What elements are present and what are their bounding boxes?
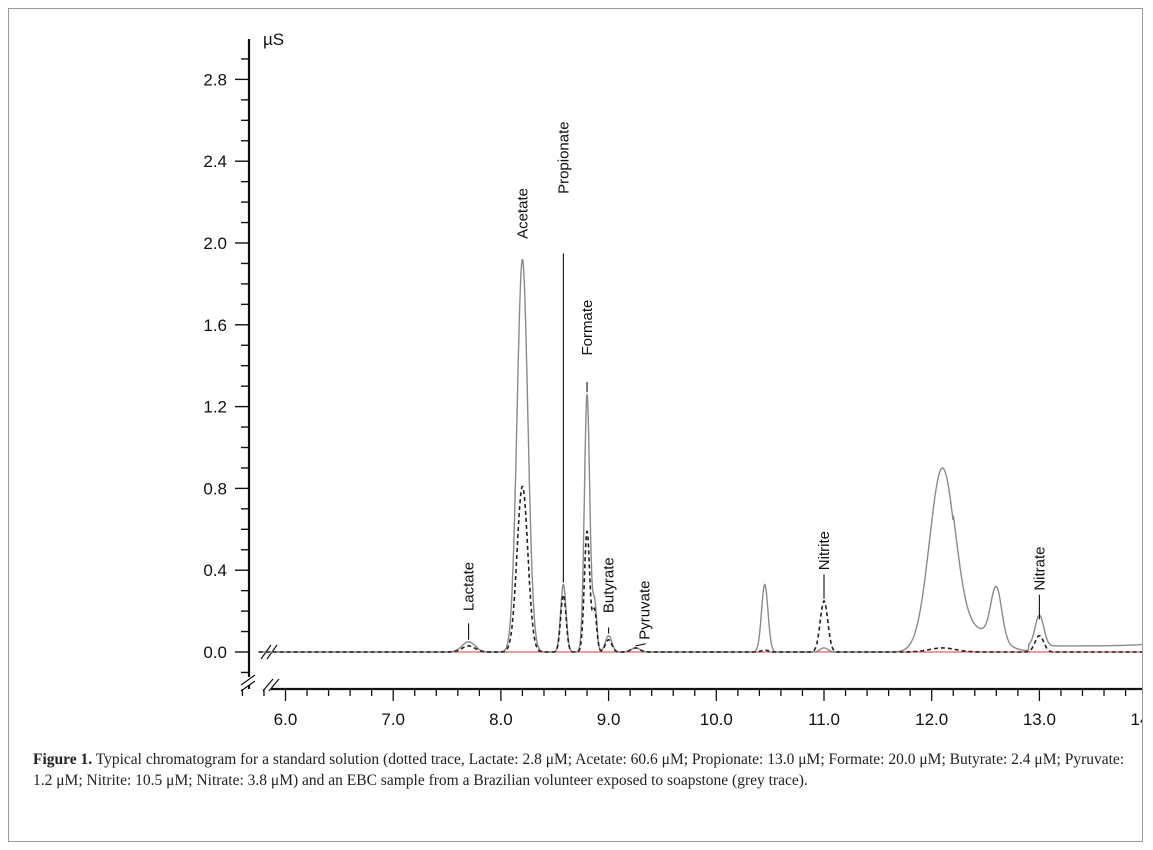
y-tick-label: 0.8 — [203, 479, 227, 498]
peak-label: Nitrite — [816, 531, 833, 570]
y-tick-label: 2.0 — [203, 234, 227, 253]
figure-frame: 0.0 0.4 0.8 1.2 1.6 2.0 2.4 2.8 6.0 7.0 8.0 9.0 10.0… — [8, 8, 1143, 842]
chromatogram-chart: 0.0 0.4 0.8 1.2 1.6 2.0 2.4 2.8 6.0 7.0 8.0 9.0 10.0… — [203, 30, 1142, 729]
chart-axes: 0.0 0.4 0.8 1.2 1.6 2.0 2.4 2.8 6.0 7.0 8.0 9.0 10.0… — [203, 39, 1142, 729]
figure-caption-label: Figure 1. — [33, 751, 93, 768]
x-tick-label: 9.0 — [597, 710, 621, 729]
figure-caption: Figure 1. Typical chromatogram for a sta… — [33, 749, 1133, 791]
chart-traces — [258, 259, 1142, 653]
x-tick-label: 12.0 — [915, 710, 948, 729]
peak-label: Lactate — [461, 562, 478, 611]
x-tick-label: 14.0 — [1131, 710, 1142, 729]
peak-leader-line — [635, 643, 646, 647]
x-tick-label: 7.0 — [381, 710, 405, 729]
x-tick-label: 8.0 — [489, 710, 513, 729]
figure-caption-text: Typical chromatogram for a standard solu… — [33, 751, 1125, 789]
y-axis-unit-label: µS — [263, 30, 284, 49]
peak-label: Propionate — [555, 121, 572, 194]
y-tick-label: 2.4 — [203, 152, 227, 171]
x-tick-label: 6.0 — [274, 710, 298, 729]
peak-label: Nitrate — [1031, 546, 1048, 590]
peak-label: Butyrate — [601, 557, 618, 613]
y-tick-label: 2.8 — [203, 70, 227, 89]
x-tick-label: 13.0 — [1023, 710, 1056, 729]
peak-label: Formate — [579, 300, 596, 356]
y-tick-label: 1.6 — [203, 316, 227, 335]
x-tick-label: 10.0 — [700, 710, 733, 729]
y-tick-label: 1.2 — [203, 398, 227, 417]
x-tick-label: 11.0 — [808, 710, 840, 729]
peak-label: Pyruvate — [637, 581, 654, 640]
y-tick-label: 0.0 — [203, 643, 227, 662]
x-axis-break-mark — [262, 678, 280, 692]
standard-trace-dotted — [258, 485, 1142, 653]
y-axis-break-mark — [240, 674, 256, 692]
chart-peak-labels: Lactate Acetate Propionate Formate Butyrate P… — [461, 121, 1048, 647]
peak-label: Acetate — [514, 188, 531, 239]
sample-trace-grey — [258, 259, 1142, 653]
y-tick-label: 0.4 — [203, 561, 227, 580]
